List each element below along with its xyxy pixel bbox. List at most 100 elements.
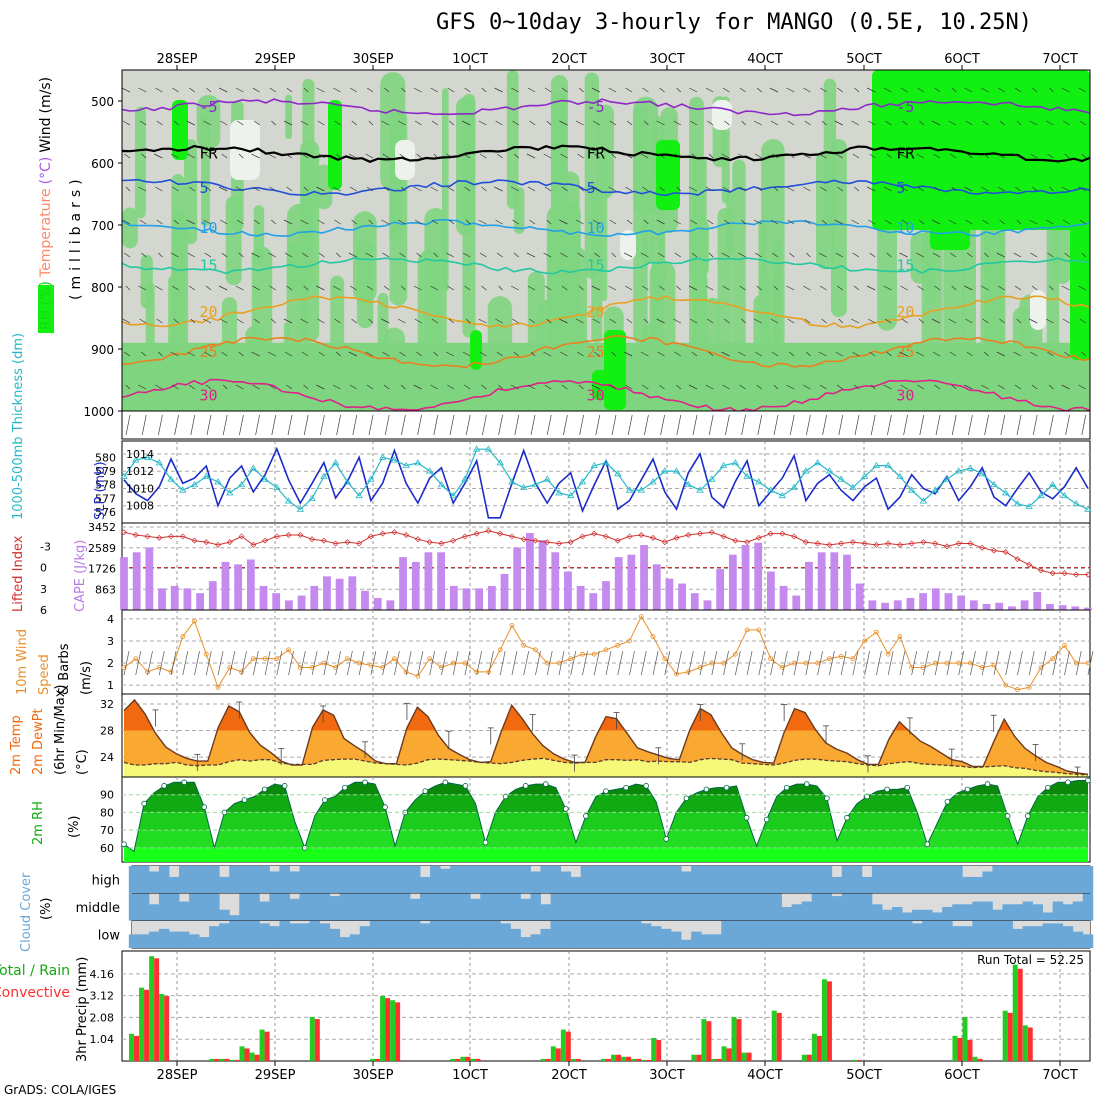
cape-bar bbox=[728, 554, 737, 610]
wind-barb-10m bbox=[288, 650, 294, 676]
rh-point bbox=[482, 839, 489, 846]
surface-barb bbox=[984, 414, 989, 436]
wind-barb bbox=[448, 219, 455, 225]
wind-barb-10m bbox=[981, 650, 988, 676]
wind-barb bbox=[349, 285, 357, 291]
lifted-index-point bbox=[896, 541, 903, 548]
cloud-bar bbox=[620, 866, 632, 894]
wind-barb-10m bbox=[1052, 650, 1059, 676]
cloud-bar bbox=[731, 866, 742, 894]
wind-barb bbox=[334, 318, 341, 324]
wind-barb bbox=[722, 186, 730, 192]
cloud-bar bbox=[570, 893, 582, 921]
isotherm-label: 15 bbox=[587, 256, 605, 274]
wind-barb bbox=[268, 351, 276, 357]
wind-barb bbox=[819, 384, 827, 390]
wind-barb bbox=[916, 153, 924, 159]
cloud-bar bbox=[661, 928, 672, 948]
wind-barb bbox=[1047, 351, 1054, 357]
wind-barb bbox=[122, 318, 131, 324]
cloud-bar bbox=[580, 866, 592, 894]
x-tick-label-top: 6OCT bbox=[944, 52, 980, 67]
cloud-bar bbox=[912, 909, 923, 921]
wind-barb bbox=[659, 186, 665, 192]
x-tick-label-bottom: 1OCT bbox=[452, 1068, 488, 1083]
cape-bar bbox=[170, 585, 179, 610]
cloud-bar bbox=[168, 931, 180, 948]
wind-barb bbox=[722, 285, 730, 291]
wind-barb bbox=[673, 318, 681, 324]
wind-barb bbox=[561, 384, 568, 390]
wind-barb bbox=[756, 285, 763, 291]
cloud-bar bbox=[1032, 926, 1044, 948]
wind-barb bbox=[999, 219, 1006, 225]
thickness-point bbox=[508, 478, 516, 485]
cape-bar bbox=[335, 578, 344, 610]
cloud-bar bbox=[891, 866, 903, 894]
wind-barb bbox=[886, 351, 892, 357]
cloud-bar bbox=[801, 866, 813, 894]
upper-ylabel-part: (°C) bbox=[38, 157, 54, 185]
lifted-index-point bbox=[121, 529, 127, 536]
thickness-point bbox=[461, 475, 469, 482]
wind-barb bbox=[626, 120, 633, 126]
wind-speed-point bbox=[556, 660, 562, 666]
cloud-bar bbox=[922, 866, 933, 894]
lifted-index-point bbox=[603, 533, 609, 540]
wind-barb bbox=[996, 351, 1005, 357]
wind-barb bbox=[883, 285, 892, 291]
thickness-point bbox=[284, 497, 293, 504]
slp-tick: 1010 bbox=[126, 482, 154, 495]
lifted-index-point bbox=[638, 532, 645, 539]
cloud-bar bbox=[902, 912, 913, 921]
surface-barb bbox=[741, 414, 746, 436]
wind-barb bbox=[526, 153, 536, 159]
surface-barb bbox=[660, 414, 665, 436]
thickness-point bbox=[1025, 502, 1033, 509]
cloud-bar bbox=[952, 866, 963, 894]
wind-barb-10m bbox=[923, 650, 929, 676]
isotherm-label: 20 bbox=[199, 303, 217, 321]
thickness-point bbox=[860, 472, 869, 479]
wind-speed-point bbox=[344, 656, 350, 662]
cloud-bar bbox=[681, 893, 692, 921]
wind-speed-point bbox=[850, 656, 856, 662]
cloud-bar bbox=[811, 866, 823, 894]
wind-barb bbox=[284, 252, 293, 258]
wind-barb-10m bbox=[358, 650, 365, 676]
wind-barb bbox=[399, 252, 406, 258]
lifted-index-point bbox=[626, 533, 633, 540]
cloud-bar bbox=[299, 893, 310, 921]
wind-barb bbox=[642, 186, 649, 192]
lifted-index-point bbox=[250, 541, 257, 548]
precip-total-bar bbox=[470, 1058, 476, 1061]
cloud-bar bbox=[249, 866, 260, 894]
wind-speed-point bbox=[756, 627, 762, 633]
wind-barb bbox=[286, 384, 293, 390]
wind-barb bbox=[171, 285, 179, 291]
wind-barb bbox=[336, 252, 341, 258]
wind-barb bbox=[559, 120, 568, 126]
cloud-bar bbox=[259, 866, 270, 894]
wind-barb bbox=[333, 87, 341, 93]
cloud-bar bbox=[349, 866, 361, 894]
rh-point bbox=[904, 784, 911, 791]
wind-barb bbox=[1016, 219, 1022, 225]
rh-point bbox=[964, 786, 971, 793]
cloud-bar bbox=[470, 920, 481, 948]
wind-barb bbox=[1081, 153, 1087, 159]
wind-speed-point bbox=[662, 656, 668, 662]
wind-barb bbox=[479, 351, 487, 357]
lifted-index-point bbox=[885, 540, 892, 547]
wind-barb bbox=[303, 186, 309, 192]
wind-barb-10m bbox=[370, 650, 377, 676]
lifted-index-point bbox=[356, 540, 363, 547]
y-tick-label: 900 bbox=[91, 343, 114, 357]
wind-barb bbox=[852, 351, 860, 357]
cloud-bar bbox=[1022, 926, 1033, 948]
wind-barb bbox=[1015, 87, 1022, 93]
wind-barb bbox=[966, 252, 973, 258]
wind-barb bbox=[223, 384, 228, 390]
thickness-point bbox=[896, 472, 904, 479]
cloud-bar bbox=[219, 909, 230, 921]
